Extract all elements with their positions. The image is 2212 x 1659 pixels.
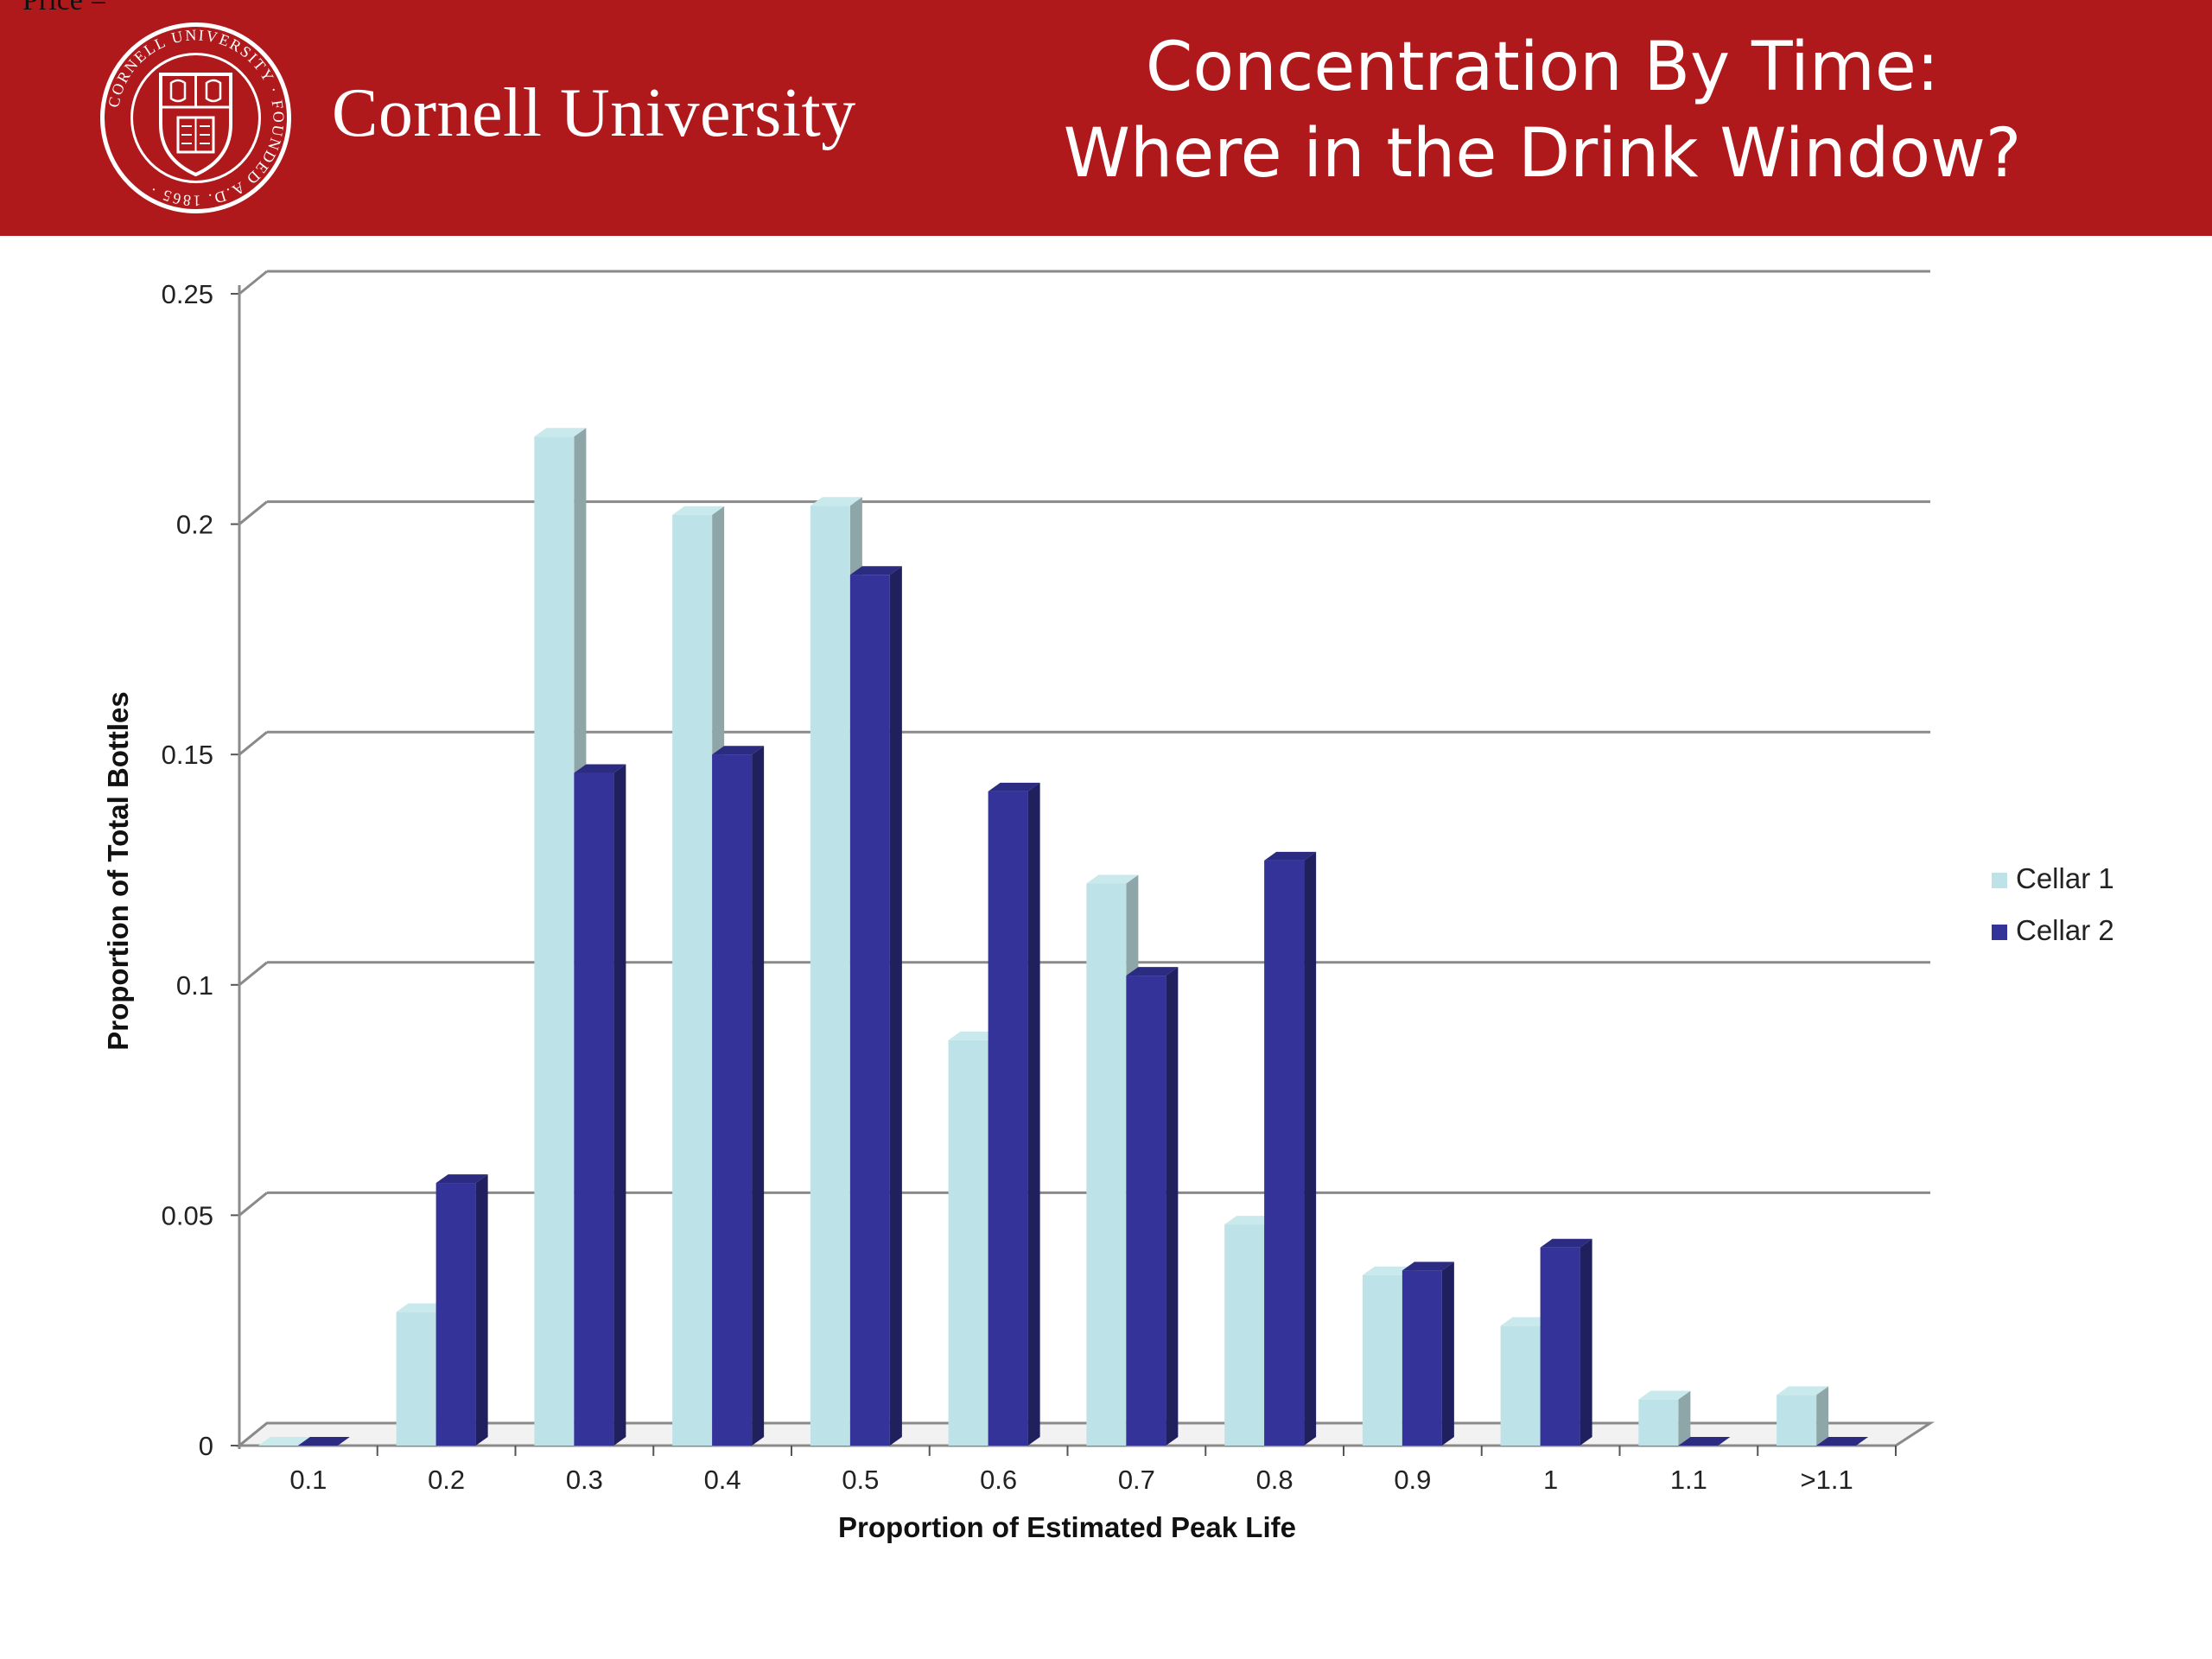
x-tick-label: 0.1	[289, 1465, 327, 1495]
slide-title-line-2: Where in the Drink Window?	[1063, 115, 2022, 193]
slide-title: Concentration By Time: Where in the Drin…	[1037, 24, 2048, 197]
gridline-side	[238, 1192, 268, 1217]
y-tick-label: 0	[199, 1431, 213, 1461]
legend: Cellar 1 Cellar 2	[1992, 862, 2114, 946]
bar-cellar-1	[1777, 1386, 1829, 1446]
x-tick-label: 0.3	[566, 1465, 603, 1495]
x-tick-label: 0.2	[428, 1465, 465, 1495]
x-tick-label: 1.1	[1670, 1465, 1707, 1495]
legend-swatch	[1992, 925, 2007, 940]
university-name: Cornell University	[332, 75, 856, 151]
gridline-side	[238, 961, 268, 986]
bars	[257, 428, 1869, 1446]
bar-cellar-2	[1540, 1238, 1592, 1446]
bar-cellar-2	[574, 764, 626, 1446]
bar-cellar-2	[712, 746, 765, 1446]
bar-cellar-2	[1402, 1262, 1454, 1446]
gridline-side	[238, 270, 268, 296]
y-tick-label: 0.1	[176, 970, 213, 1001]
legend-swatch	[1992, 873, 2007, 888]
slide-header: Price = CORNELL UNIVERSITY · FOUNDED A.D…	[0, 0, 2212, 236]
x-tick-label: 0.8	[1256, 1465, 1294, 1495]
stray-text: Price =	[22, 0, 107, 16]
x-tick-label: 1	[1543, 1465, 1558, 1495]
bar-cellar-2	[1264, 851, 1317, 1446]
x-tick-label: 0.4	[704, 1465, 741, 1495]
bar-cellar-2	[1678, 1437, 1731, 1446]
bar-chart: 0 0.05 0.1 0.15 0.2 0.25 0.1 0.2 0.3 0.4 0.5 0.6 0.7…	[102, 270, 2114, 1543]
x-tick-label: 0.5	[842, 1465, 879, 1495]
gridlines	[235, 270, 1936, 1447]
bar-cellar-1	[257, 1437, 310, 1446]
x-tick-label: 0.9	[1394, 1465, 1431, 1495]
slide-title-line-1: Concentration By Time:	[1145, 29, 1940, 106]
bar-cellar-2	[435, 1174, 488, 1446]
y-axis-label: Proportion of Total Bottles	[102, 691, 134, 1051]
cornell-seal-logo: CORNELL UNIVERSITY · FOUNDED A.D. 1865 ·	[100, 22, 291, 213]
bar-cellar-2	[1126, 967, 1179, 1446]
axes: 0 0.05 0.1 0.15 0.2 0.25 0.1 0.2 0.3 0.4 0.5 0.6 0.7…	[162, 279, 1897, 1495]
y-tick-label: 0.15	[162, 740, 213, 770]
x-tick-label: 0.7	[1118, 1465, 1155, 1495]
y-tick-label: 0.2	[176, 510, 213, 540]
x-tick-label: >1.1	[1801, 1465, 1853, 1495]
gridline-side	[238, 500, 268, 525]
y-tick-label: 0.05	[162, 1200, 213, 1230]
gridline-side	[238, 731, 268, 756]
bar-cellar-2	[297, 1437, 350, 1446]
bar-cellar-1	[1638, 1390, 1691, 1446]
x-axis-label: Proportion of Estimated Peak Life	[838, 1511, 1296, 1543]
bar-cellar-2	[988, 782, 1040, 1446]
legend-label: Cellar 2	[2016, 914, 2114, 946]
bar-cellar-2	[849, 566, 902, 1446]
x-tick-label: 0.6	[980, 1465, 1017, 1495]
legend-label: Cellar 1	[2016, 862, 2114, 894]
y-tick-label: 0.25	[162, 279, 213, 309]
bar-cellar-2	[1816, 1437, 1869, 1446]
